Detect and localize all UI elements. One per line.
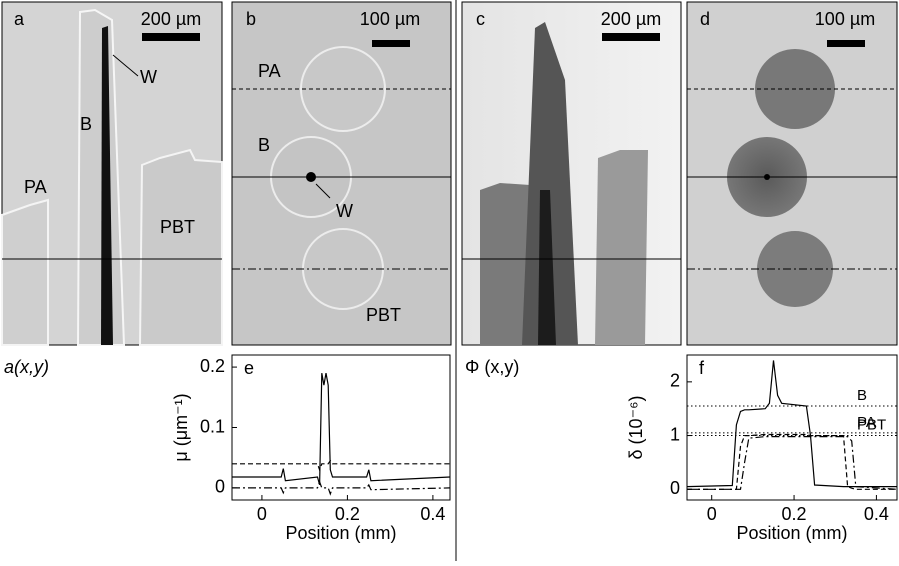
panel-a: a 200 µm W B PA PBT [1,1,223,346]
x-tick-label: 0 [707,504,717,524]
pa-fiber [1,198,49,346]
scale-bar [827,40,865,47]
pbt-fiber [138,148,223,346]
reference-label: PA [857,414,876,431]
data-line [232,372,451,486]
y-axis-label: δ (10⁻⁶) [626,396,646,460]
x-tick-label: 0.4 [864,504,889,524]
label: W [336,201,353,221]
caption: Φ (x,y) [465,357,519,377]
x-axis-label: Position (mm) [736,523,847,543]
y-tick-label: 2 [670,371,680,391]
panel-d: d 100 µm [686,1,898,346]
b-phase [522,22,578,345]
panel-letter: a [14,9,25,29]
scale-bar [142,33,200,41]
x-tick-label: 0 [257,504,267,524]
y-tick-label: 0.1 [200,416,225,436]
b-fiber [76,8,126,346]
panel-letter: c [476,9,485,29]
arrow [315,183,331,199]
x-tick-label: 0.2 [782,504,807,524]
x-tick-label: 0.4 [420,504,445,524]
w-wire [101,26,113,345]
reference-label: B [857,387,867,404]
scale-bar [602,33,660,41]
y-tick-label: 1 [670,424,680,444]
label: W [140,67,157,87]
label: PA [24,177,47,197]
w-phase [538,190,556,345]
pa-section [300,46,386,132]
y-tick-label: 0.2 [200,356,225,376]
arrow [112,54,139,77]
scale-label: 100 µm [815,9,875,29]
data-line [687,436,898,490]
data-line [687,433,897,490]
label: PBT [160,217,195,237]
panel-letter: e [244,358,254,378]
label: PA [258,61,281,81]
scale-label: 100 µm [360,9,420,29]
y-tick-label: 0 [670,478,680,498]
data-line [232,480,451,496]
y-tick-label: 0 [215,477,225,497]
scale-bar [372,40,410,47]
pbt-phase [595,150,648,345]
scale-label: 200 µm [141,9,201,29]
pa-phase [480,183,530,345]
panel-letter: f [699,358,705,378]
panel-b: b 100 µm PA B W PBT [231,1,452,346]
panel-letter: b [246,9,256,29]
label: B [258,135,270,155]
panel-letter: d [700,9,710,29]
data-line [686,360,897,488]
scale-label: 200 µm [601,9,661,29]
caption: a(x,y) [4,357,49,377]
label: PBT [366,305,401,325]
x-tick-label: 0.2 [335,504,360,524]
y-axis-label: μ (μm⁻¹) [171,393,191,461]
panel-c: c 200 µm [461,1,682,346]
label: B [80,114,92,134]
plot-frame [686,354,898,501]
plot-frame [231,354,451,501]
data-line [232,459,450,472]
x-axis-label: Position (mm) [285,523,396,543]
reference-label: PBT [857,417,886,434]
